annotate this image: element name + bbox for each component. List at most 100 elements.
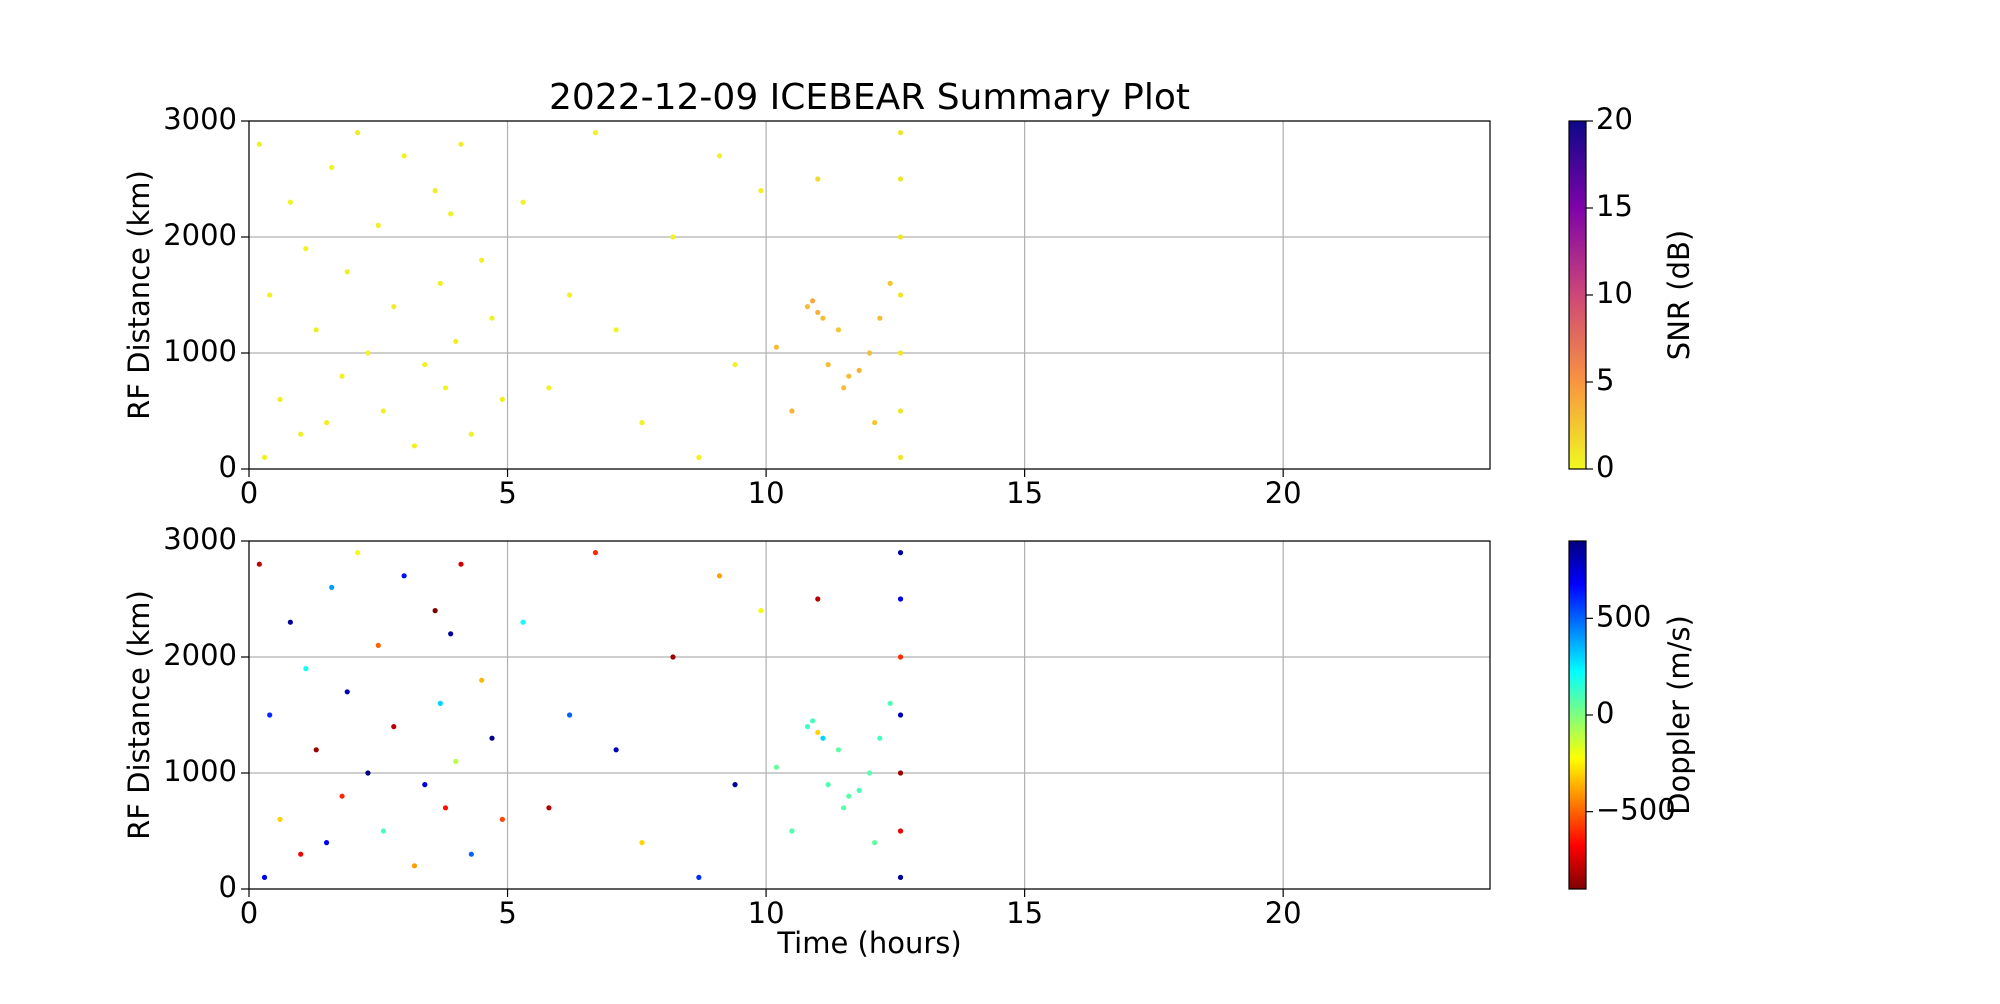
point xyxy=(267,292,273,298)
point xyxy=(804,724,811,730)
point xyxy=(448,631,454,637)
point xyxy=(277,816,283,823)
point xyxy=(613,747,619,753)
colorbar-tick-label: −500 xyxy=(1596,793,1676,827)
point xyxy=(815,596,821,602)
point xyxy=(566,712,573,718)
point xyxy=(897,712,904,718)
point xyxy=(613,327,619,333)
y-tick-label: 1000 xyxy=(163,754,237,788)
y-tick-label: 3000 xyxy=(163,102,237,136)
point xyxy=(256,141,262,147)
point xyxy=(841,805,847,811)
x-tick-label: 0 xyxy=(240,476,258,510)
point xyxy=(468,431,474,437)
point xyxy=(303,666,309,672)
point xyxy=(716,153,723,159)
colorbar xyxy=(1568,120,1587,470)
point xyxy=(499,816,505,823)
point xyxy=(375,642,381,649)
point xyxy=(546,385,552,391)
point xyxy=(732,362,738,368)
point xyxy=(887,700,893,707)
point xyxy=(758,608,764,614)
x-tick-label: 10 xyxy=(748,896,785,930)
point xyxy=(546,805,552,811)
point xyxy=(820,315,826,321)
point xyxy=(810,718,816,724)
point xyxy=(866,770,873,776)
point xyxy=(897,234,904,240)
y-axis-label: RF Distance (km) xyxy=(122,170,156,420)
point xyxy=(897,408,904,414)
point xyxy=(365,770,371,776)
plot-frame xyxy=(248,120,1491,470)
point xyxy=(287,199,293,205)
point xyxy=(411,443,418,449)
point xyxy=(846,373,852,379)
point xyxy=(339,373,345,379)
point xyxy=(825,782,831,788)
point xyxy=(639,420,645,426)
point xyxy=(566,292,573,298)
point xyxy=(391,304,397,310)
point xyxy=(815,176,821,182)
point xyxy=(380,828,387,834)
chart-title: 2022-12-09 ICEBEAR Summary Plot xyxy=(549,77,1190,118)
point xyxy=(810,298,816,304)
point xyxy=(329,584,335,591)
point xyxy=(520,619,526,625)
x-axis-label: Time (hours) xyxy=(776,926,961,960)
x-tick-label: 10 xyxy=(748,476,785,510)
colorbar-tick-label: 0 xyxy=(1596,450,1614,484)
point xyxy=(897,130,904,136)
colorbar-tick-label: 15 xyxy=(1596,189,1633,223)
x-tick-label: 5 xyxy=(498,896,516,930)
point xyxy=(789,408,795,414)
point xyxy=(313,747,319,753)
point xyxy=(897,454,904,460)
colorbar-label: SNR (dB) xyxy=(1662,230,1696,360)
point xyxy=(354,130,361,136)
colorbar-tick-label: 500 xyxy=(1596,599,1651,633)
point xyxy=(453,758,459,765)
point xyxy=(846,793,852,799)
point xyxy=(592,550,599,556)
x-tick-label: 20 xyxy=(1265,476,1302,510)
point xyxy=(835,747,842,753)
point xyxy=(329,164,335,170)
point xyxy=(261,454,268,460)
point xyxy=(313,327,319,333)
point xyxy=(365,350,371,356)
point xyxy=(897,828,904,834)
point xyxy=(897,874,904,881)
point xyxy=(261,874,268,881)
point xyxy=(401,153,407,159)
point xyxy=(897,292,904,298)
colorbar-tick-label: 20 xyxy=(1596,102,1633,136)
point xyxy=(897,770,904,776)
point xyxy=(303,246,309,252)
point xyxy=(380,408,387,414)
point xyxy=(773,764,780,770)
y-axis-label: RF Distance (km) xyxy=(122,590,156,840)
point xyxy=(453,338,459,344)
point xyxy=(489,315,495,321)
point xyxy=(872,420,878,426)
point xyxy=(422,362,428,368)
point xyxy=(897,550,904,556)
point xyxy=(499,396,505,402)
point xyxy=(825,362,831,368)
point xyxy=(442,385,449,391)
point xyxy=(339,793,345,799)
y-tick-label: 0 xyxy=(219,870,237,904)
point xyxy=(866,350,873,356)
point xyxy=(815,729,821,736)
point xyxy=(758,188,764,194)
point xyxy=(592,130,599,136)
point xyxy=(458,141,464,147)
point xyxy=(344,689,350,695)
point xyxy=(696,874,702,881)
point xyxy=(437,280,443,286)
